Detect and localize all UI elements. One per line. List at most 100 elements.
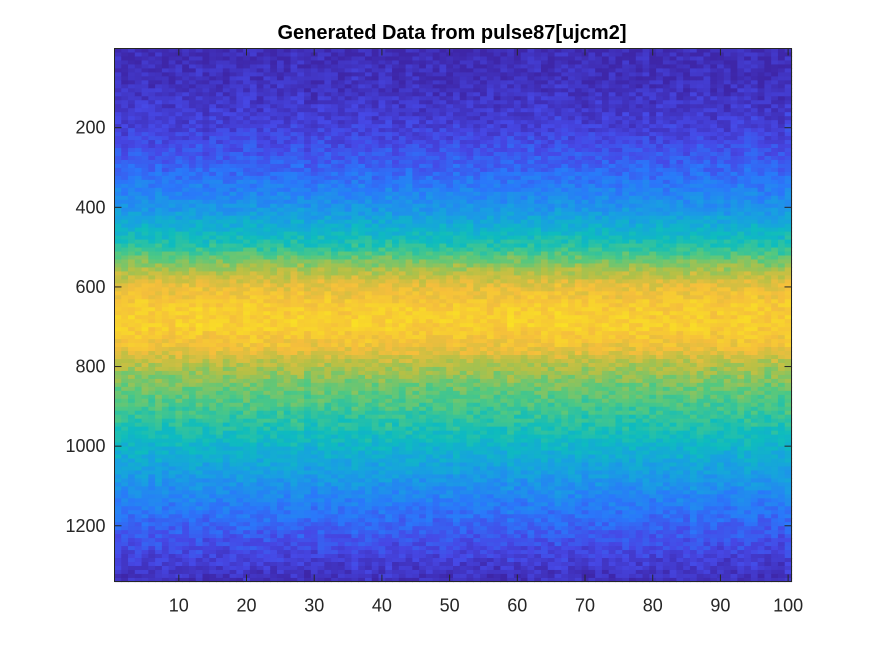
heatmap-cell <box>304 446 312 452</box>
heatmap-cell <box>317 466 325 472</box>
heatmap-cell <box>121 530 129 535</box>
heatmap-cell <box>276 60 285 66</box>
heatmap-cell <box>270 462 278 468</box>
heatmap-cell <box>351 422 359 428</box>
heatmap-cell <box>283 215 292 221</box>
heatmap-cell <box>249 526 258 531</box>
heatmap-cell <box>128 279 136 284</box>
heatmap-cell <box>297 275 305 280</box>
heatmap-cell <box>161 108 170 113</box>
heatmap-cell <box>351 565 359 571</box>
heatmap-cell <box>148 116 156 121</box>
heatmap-cell <box>310 128 319 133</box>
heatmap-cell <box>134 263 143 269</box>
heatmap-cell <box>222 144 231 149</box>
heatmap-cell <box>222 279 231 284</box>
heatmap-cell <box>243 235 251 241</box>
heatmap-cell <box>290 327 298 332</box>
heatmap-cell <box>209 56 217 62</box>
heatmap-cell <box>155 183 163 189</box>
heatmap-cell <box>195 335 204 340</box>
heatmap-cell <box>276 458 285 464</box>
heatmap-cell <box>243 100 251 105</box>
heatmap-cell <box>337 152 346 157</box>
heatmap-cell <box>222 247 231 253</box>
heatmap-cell <box>331 490 339 495</box>
heatmap-cell <box>331 223 339 229</box>
heatmap-cell <box>155 390 163 396</box>
heatmap-cell <box>263 267 271 273</box>
heatmap-cell <box>114 48 122 54</box>
heatmap-cell <box>270 48 278 54</box>
heatmap-cell <box>195 247 204 253</box>
heatmap-cell <box>188 207 197 213</box>
heatmap-cell <box>141 378 149 384</box>
heatmap-cell <box>337 327 346 332</box>
heatmap-cell <box>114 108 122 113</box>
heatmap-cell <box>141 219 149 225</box>
heatmap-cell <box>161 351 170 356</box>
heatmap-cell <box>148 239 156 245</box>
heatmap-cell <box>216 48 224 54</box>
heatmap-cell <box>249 347 258 352</box>
heatmap-cell <box>114 362 122 368</box>
heatmap-cell <box>222 482 231 487</box>
heatmap-cell <box>344 163 353 169</box>
heatmap-cell <box>276 235 285 241</box>
heatmap-cell <box>161 573 170 579</box>
heatmap-cell <box>358 116 366 121</box>
heatmap-cell <box>263 394 271 400</box>
heatmap-cell <box>317 259 325 265</box>
heatmap-cell <box>290 299 298 304</box>
heatmap-cell <box>168 80 177 85</box>
heatmap-cell <box>344 498 353 503</box>
heatmap-cell <box>317 558 325 563</box>
heatmap-cell <box>249 287 258 292</box>
heatmap-cell <box>141 327 149 332</box>
heatmap-cell <box>141 402 149 408</box>
heatmap-cell <box>243 183 251 189</box>
heatmap-cell <box>256 235 265 241</box>
heatmap-cell <box>344 526 353 531</box>
heatmap-cell <box>317 64 325 69</box>
heatmap-cell <box>331 347 339 352</box>
heatmap-cell <box>304 311 312 316</box>
heatmap-cell <box>182 434 190 440</box>
heatmap-cell <box>310 195 319 201</box>
heatmap-cell <box>216 223 224 229</box>
heatmap-cell <box>331 358 339 364</box>
heatmap-cell <box>216 92 224 97</box>
heatmap-cell <box>114 502 122 507</box>
heatmap-cell <box>229 255 237 261</box>
heatmap-cell <box>304 287 312 292</box>
heatmap-cell <box>256 247 265 253</box>
heatmap-cell <box>134 96 143 101</box>
heatmap-cell <box>134 100 143 105</box>
heatmap-cell <box>304 219 312 225</box>
heatmap-cell <box>263 538 271 543</box>
heatmap-cell <box>344 124 353 129</box>
heatmap-cell <box>148 343 156 348</box>
heatmap-cell <box>297 565 305 571</box>
heatmap-cell <box>216 498 224 503</box>
heatmap-cell <box>263 311 271 316</box>
heatmap-cell <box>114 430 122 436</box>
heatmap-cell <box>290 542 298 547</box>
heatmap-cell <box>256 355 265 360</box>
heatmap-cell <box>337 183 346 189</box>
heatmap-cell <box>222 235 231 241</box>
heatmap-cell <box>358 211 366 217</box>
heatmap-cell <box>297 378 305 384</box>
heatmap-cell <box>121 462 129 468</box>
heatmap-cell <box>134 315 143 320</box>
heatmap-cell <box>161 187 170 193</box>
heatmap-cell <box>351 303 359 308</box>
heatmap-cell <box>182 458 190 464</box>
heatmap-cell <box>134 195 143 201</box>
heatmap-cell <box>175 144 183 149</box>
heatmap-cell <box>141 486 149 491</box>
heatmap-cell <box>155 522 163 527</box>
heatmap-cell <box>331 446 339 452</box>
heatmap-cell <box>317 299 325 304</box>
heatmap-cell <box>216 562 224 567</box>
